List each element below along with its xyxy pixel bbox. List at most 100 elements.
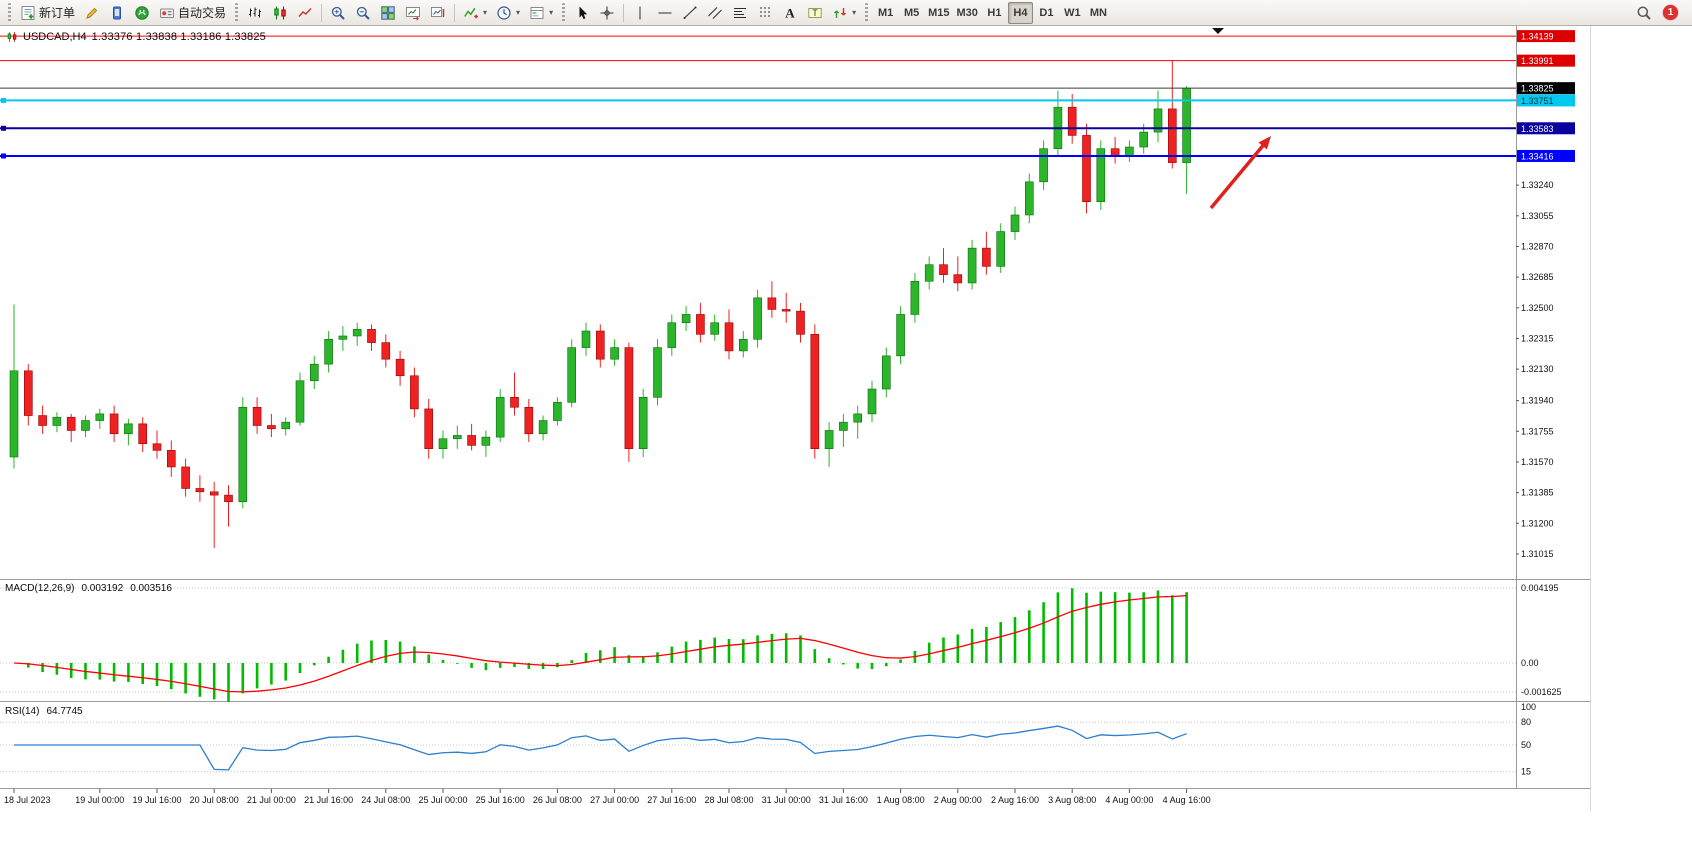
- periods-button[interactable]: ▾: [492, 2, 524, 24]
- mobile-trading-button[interactable]: [105, 2, 129, 24]
- time-axis-label[interactable]: 4 Aug 00:00: [1105, 795, 1153, 805]
- candle-bullish: [710, 322, 720, 335]
- time-axis-label[interactable]: 20 Jul 08:00: [190, 795, 239, 805]
- crosshair-button[interactable]: [595, 2, 619, 24]
- time-axis-label[interactable]: 31 Jul 16:00: [819, 795, 868, 805]
- text-button[interactable]: A: [778, 2, 802, 24]
- timeframe-m15[interactable]: M15: [925, 2, 952, 24]
- annotation-arrow-head[interactable]: [1258, 136, 1271, 150]
- timeframe-m5[interactable]: M5: [899, 2, 924, 24]
- price-axis-label[interactable]: 1.32315: [1521, 333, 1554, 343]
- macd-axis-label[interactable]: 0.004195: [1521, 583, 1559, 593]
- horizontal-line-button[interactable]: [653, 2, 677, 24]
- community-icon: [134, 5, 150, 21]
- cycle-lines-button[interactable]: [753, 2, 777, 24]
- price-axis-label[interactable]: 1.32130: [1521, 364, 1554, 374]
- support-line-cyan-anchor[interactable]: [1, 97, 6, 103]
- zoom-out-button[interactable]: [351, 2, 375, 24]
- templates-button[interactable]: ▾: [525, 2, 557, 24]
- price-axis-label[interactable]: 1.33055: [1521, 211, 1554, 221]
- time-axis-label[interactable]: 27 Jul 00:00: [590, 795, 639, 805]
- time-axis-label[interactable]: 26 Jul 08:00: [533, 795, 582, 805]
- timeframe-h4[interactable]: H4: [1007, 1, 1033, 24]
- support-line-navy-anchor[interactable]: [1, 125, 6, 131]
- autotrading-button[interactable]: 自动交易: [155, 2, 230, 24]
- search-button[interactable]: [1632, 2, 1656, 24]
- timeframe-mn[interactable]: MN: [1086, 2, 1111, 24]
- time-axis-label[interactable]: 31 Jul 00:00: [762, 795, 811, 805]
- time-axis-label[interactable]: 21 Jul 00:00: [247, 795, 296, 805]
- time-axis-label[interactable]: 2 Aug 00:00: [934, 795, 982, 805]
- bars-button[interactable]: [243, 2, 267, 24]
- time-axis-label[interactable]: 24 Jul 08:00: [361, 795, 410, 805]
- price-axis-label[interactable]: 1.32870: [1521, 241, 1554, 251]
- time-axis-label[interactable]: 28 Jul 08:00: [704, 795, 753, 805]
- support-line-blue-anchor[interactable]: [1, 153, 6, 159]
- price-axis-label[interactable]: 1.32685: [1521, 272, 1554, 282]
- timeframe-w1-label: W1: [1064, 6, 1081, 19]
- text-label-button[interactable]: T: [803, 2, 827, 24]
- macd-axis-label[interactable]: -0.001625: [1521, 687, 1562, 697]
- price-axis-label[interactable]: 1.33240: [1521, 180, 1554, 190]
- crosshair-icon: [599, 5, 615, 21]
- price-axis-label[interactable]: 1.31200: [1521, 518, 1554, 528]
- annotation-arrow-shaft[interactable]: [1209, 141, 1267, 210]
- last-bar-marker[interactable]: [1212, 28, 1224, 34]
- vertical-line-button[interactable]: [628, 2, 652, 24]
- cursor-button[interactable]: [570, 2, 594, 24]
- time-axis-label[interactable]: 2 Aug 16:00: [991, 795, 1039, 805]
- macd-axis-label[interactable]: 0.00: [1521, 658, 1539, 668]
- price-axis-label[interactable]: 1.31570: [1521, 457, 1554, 467]
- community-button[interactable]: [130, 2, 154, 24]
- tile-windows-button[interactable]: [376, 2, 400, 24]
- line-chart-button[interactable]: [293, 2, 317, 24]
- price-axis-label[interactable]: 1.31015: [1521, 549, 1554, 559]
- new-order-button[interactable]: 新订单: [16, 2, 79, 24]
- timeframe-w1[interactable]: W1: [1060, 2, 1085, 24]
- timeframe-m30[interactable]: M30: [954, 2, 981, 24]
- rsi-axis-label[interactable]: 50: [1521, 740, 1531, 750]
- toolbar-grip[interactable]: [865, 2, 869, 23]
- price-axis-label[interactable]: 1.32500: [1521, 303, 1554, 313]
- hline-icon: [657, 5, 673, 21]
- rsi-axis-label[interactable]: 80: [1521, 717, 1531, 727]
- auto-scroll-button[interactable]: [401, 2, 425, 24]
- toolbar-grip[interactable]: [8, 2, 11, 23]
- indicators-button[interactable]: ▾: [459, 2, 491, 24]
- time-axis-label[interactable]: 21 Jul 16:00: [304, 795, 353, 805]
- trendline-button[interactable]: [678, 2, 702, 24]
- candle-bearish: [724, 322, 734, 352]
- toolbar-grip[interactable]: [235, 2, 239, 23]
- time-axis-label[interactable]: 19 Jul 00:00: [75, 795, 124, 805]
- candle-bearish: [138, 423, 147, 445]
- chart-shift-button[interactable]: [426, 2, 450, 24]
- notifications-button[interactable]: 1: [1663, 5, 1678, 20]
- rsi-axis-label[interactable]: 15: [1521, 767, 1531, 777]
- price-axis-label[interactable]: 1.31385: [1521, 488, 1554, 498]
- channel-button[interactable]: [703, 2, 727, 24]
- zoom-in-button[interactable]: [326, 2, 350, 24]
- time-axis-label[interactable]: 1 Aug 08:00: [877, 795, 925, 805]
- time-axis-label[interactable]: 25 Jul 16:00: [476, 795, 525, 805]
- time-axis-label[interactable]: 25 Jul 00:00: [418, 795, 467, 805]
- metaeditor-button[interactable]: [80, 2, 104, 24]
- timeframe-h1[interactable]: H1: [982, 2, 1007, 24]
- chart-canvas[interactable]: 0.004195 0.00 -0.001625 100 80 50 15 1.33240 1.3…: [0, 26, 1692, 853]
- toolbar-grip[interactable]: [562, 2, 566, 23]
- timeframe-m1[interactable]: M1: [873, 2, 898, 24]
- arrows-button[interactable]: ▾: [828, 2, 860, 24]
- time-axis-label[interactable]: 18 Jul 2023: [4, 795, 51, 805]
- time-axis-label[interactable]: 3 Aug 08:00: [1048, 795, 1096, 805]
- fibonacci-button[interactable]: [728, 2, 752, 24]
- time-axis-label[interactable]: 27 Jul 16:00: [647, 795, 696, 805]
- candle-bullish: [867, 388, 877, 415]
- price-axis-label[interactable]: 1.31940: [1521, 396, 1554, 406]
- candle-bearish: [195, 488, 205, 493]
- candles-button[interactable]: [268, 2, 292, 24]
- time-axis-label[interactable]: 4 Aug 16:00: [1163, 795, 1211, 805]
- candle-bullish: [352, 329, 362, 337]
- time-axis-label[interactable]: 19 Jul 16:00: [132, 795, 181, 805]
- price-axis-label[interactable]: 1.31755: [1521, 426, 1554, 436]
- timeframe-d1[interactable]: D1: [1034, 2, 1059, 24]
- rsi-axis-label[interactable]: 100: [1521, 702, 1536, 712]
